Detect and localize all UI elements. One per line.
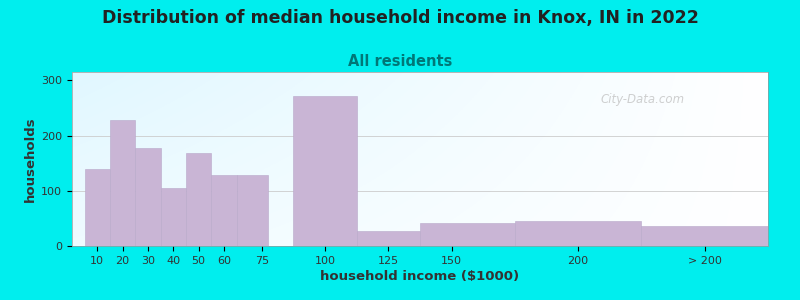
Bar — [420, 223, 515, 246]
Bar — [110, 120, 135, 246]
X-axis label: household income ($1000): household income ($1000) — [321, 270, 519, 283]
Text: City-Data.com: City-Data.com — [601, 93, 685, 106]
Bar — [357, 231, 420, 246]
Text: Distribution of median household income in Knox, IN in 2022: Distribution of median household income … — [102, 9, 698, 27]
Bar — [211, 175, 237, 246]
Bar — [161, 188, 186, 246]
Bar — [186, 153, 211, 246]
Bar — [294, 96, 357, 246]
Bar — [135, 148, 161, 246]
Bar — [237, 175, 268, 246]
Bar — [515, 220, 642, 246]
Text: All residents: All residents — [348, 54, 452, 69]
Y-axis label: households: households — [24, 116, 37, 202]
Bar — [85, 169, 110, 246]
Bar — [642, 226, 768, 246]
